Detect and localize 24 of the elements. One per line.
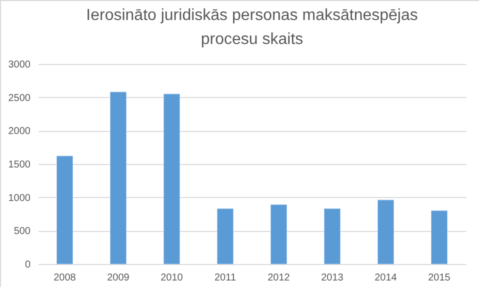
bar (378, 200, 394, 264)
y-tick-label: 2000 (8, 126, 31, 138)
y-tick-label: 0 (24, 260, 31, 270)
bar (110, 92, 126, 264)
x-tick-label: 2008 (54, 272, 76, 284)
y-tick-label: 1000 (8, 192, 31, 204)
x-tick-label: 2010 (160, 272, 184, 284)
x-tick-label: 2012 (268, 272, 290, 284)
x-tick-label: 2015 (428, 272, 451, 284)
x-tick-label: 2013 (321, 272, 344, 284)
y-tick-label: 2500 (8, 92, 31, 104)
x-tick-label: 2009 (107, 272, 130, 284)
bar (431, 210, 448, 264)
y-tick-label: 3000 (8, 60, 31, 70)
x-tick-label: 2014 (374, 272, 398, 284)
y-tick-label: 1500 (8, 160, 31, 170)
chart-title: Ierosināto juridiskās personas maksātnespējas procesu skaits (86, 7, 418, 48)
x-tick-label: 2011 (214, 272, 236, 284)
y-tick-label: 500 (14, 226, 31, 238)
bar (164, 94, 180, 264)
bar (56, 156, 73, 264)
bar (324, 208, 340, 264)
bar (217, 208, 234, 264)
bar (270, 204, 287, 264)
